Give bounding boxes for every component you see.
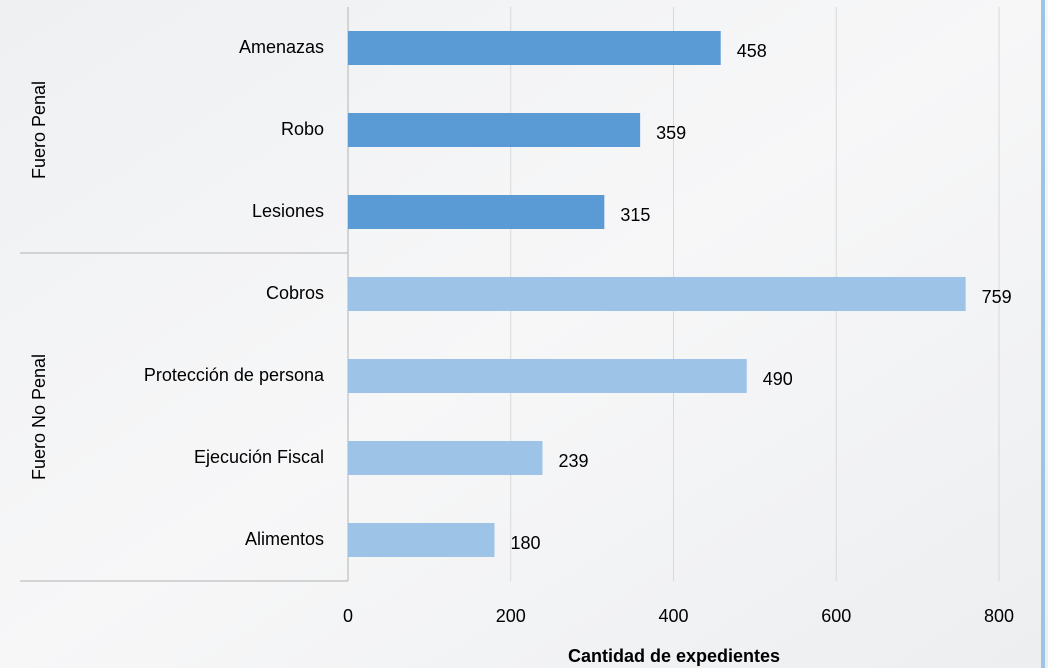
x-tick-label: 400 — [658, 606, 688, 626]
data-label: 458 — [737, 41, 767, 61]
bar — [348, 523, 495, 557]
group-label: Fuero Penal — [29, 81, 49, 179]
data-label: 490 — [763, 369, 793, 389]
bar — [348, 441, 543, 475]
y-tick-label: Ejecución Fiscal — [194, 447, 324, 467]
x-tick-label: 600 — [821, 606, 851, 626]
bar — [348, 195, 605, 229]
y-tick-label: Protección de persona — [144, 365, 325, 385]
y-tick-label: Amenazas — [239, 37, 324, 57]
data-label: 315 — [620, 205, 650, 225]
x-tick-label: 200 — [496, 606, 526, 626]
group-label: Fuero No Penal — [29, 354, 49, 480]
bar — [348, 31, 721, 65]
data-label: 759 — [982, 287, 1012, 307]
x-tick-label: 0 — [343, 606, 353, 626]
data-label: 239 — [558, 451, 588, 471]
data-label: 359 — [656, 123, 686, 143]
bar — [348, 359, 747, 393]
y-tick-label: Alimentos — [245, 529, 324, 549]
right-border — [1041, 0, 1045, 668]
x-tick-label: 800 — [984, 606, 1014, 626]
x-axis-label: Cantidad de expedientes — [568, 646, 780, 666]
y-tick-label: Cobros — [266, 283, 324, 303]
data-label: 180 — [510, 533, 540, 553]
y-tick-label: Robo — [281, 119, 324, 139]
bar — [348, 277, 966, 311]
bar — [348, 113, 641, 147]
y-tick-label: Lesiones — [252, 201, 324, 221]
